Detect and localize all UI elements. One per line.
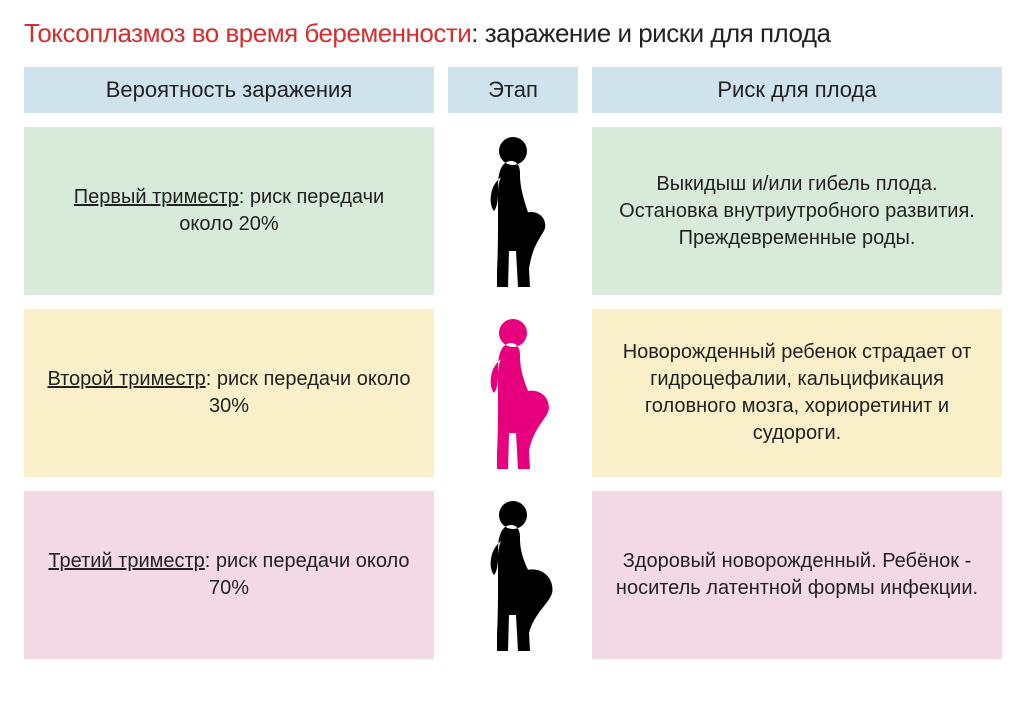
pregnant-silhouette-icon-1 bbox=[458, 313, 568, 473]
probability-underline-2: Третий триместр bbox=[48, 550, 204, 572]
probability-rest-1: : риск передачи около 30% bbox=[206, 368, 411, 417]
stage-cell-2 bbox=[448, 491, 578, 659]
probability-cell-1: Второй триместр: риск передачи около 30% bbox=[24, 309, 434, 477]
risk-cell-1: Новорожденный ребенок страдает от гидроц… bbox=[592, 309, 1002, 477]
header-stage: Этап bbox=[448, 67, 578, 113]
risk-cell-2: Здоровый новорожденный. Ребёнок - носите… bbox=[592, 491, 1002, 659]
page-title: Токсоплазмоз во время беременности: зара… bbox=[24, 18, 1000, 49]
title-black: : заражение и риски для плода bbox=[471, 18, 830, 48]
stage-cell-0 bbox=[448, 127, 578, 295]
pregnant-silhouette-icon-2 bbox=[458, 495, 568, 655]
probability-underline-1: Второй триместр bbox=[47, 368, 205, 390]
probability-cell-0: Первый триместр: риск передачи около 20% bbox=[24, 127, 434, 295]
risk-cell-0: Выкидыш и/или гибель плода. Остановка вн… bbox=[592, 127, 1002, 295]
header-risk: Риск для плода bbox=[592, 67, 1002, 113]
stage-cell-1 bbox=[448, 309, 578, 477]
probability-cell-2: Третий триместр: риск передачи около 70% bbox=[24, 491, 434, 659]
probability-underline-0: Первый триместр bbox=[74, 186, 239, 208]
pregnant-silhouette-icon-0 bbox=[458, 131, 568, 291]
info-grid: Вероятность заражения Этап Риск для плод… bbox=[24, 67, 1000, 659]
title-red: Токсоплазмоз во время беременности bbox=[24, 18, 471, 48]
probability-rest-2: : риск передачи около 70% bbox=[205, 550, 410, 599]
header-probability: Вероятность заражения bbox=[24, 67, 434, 113]
